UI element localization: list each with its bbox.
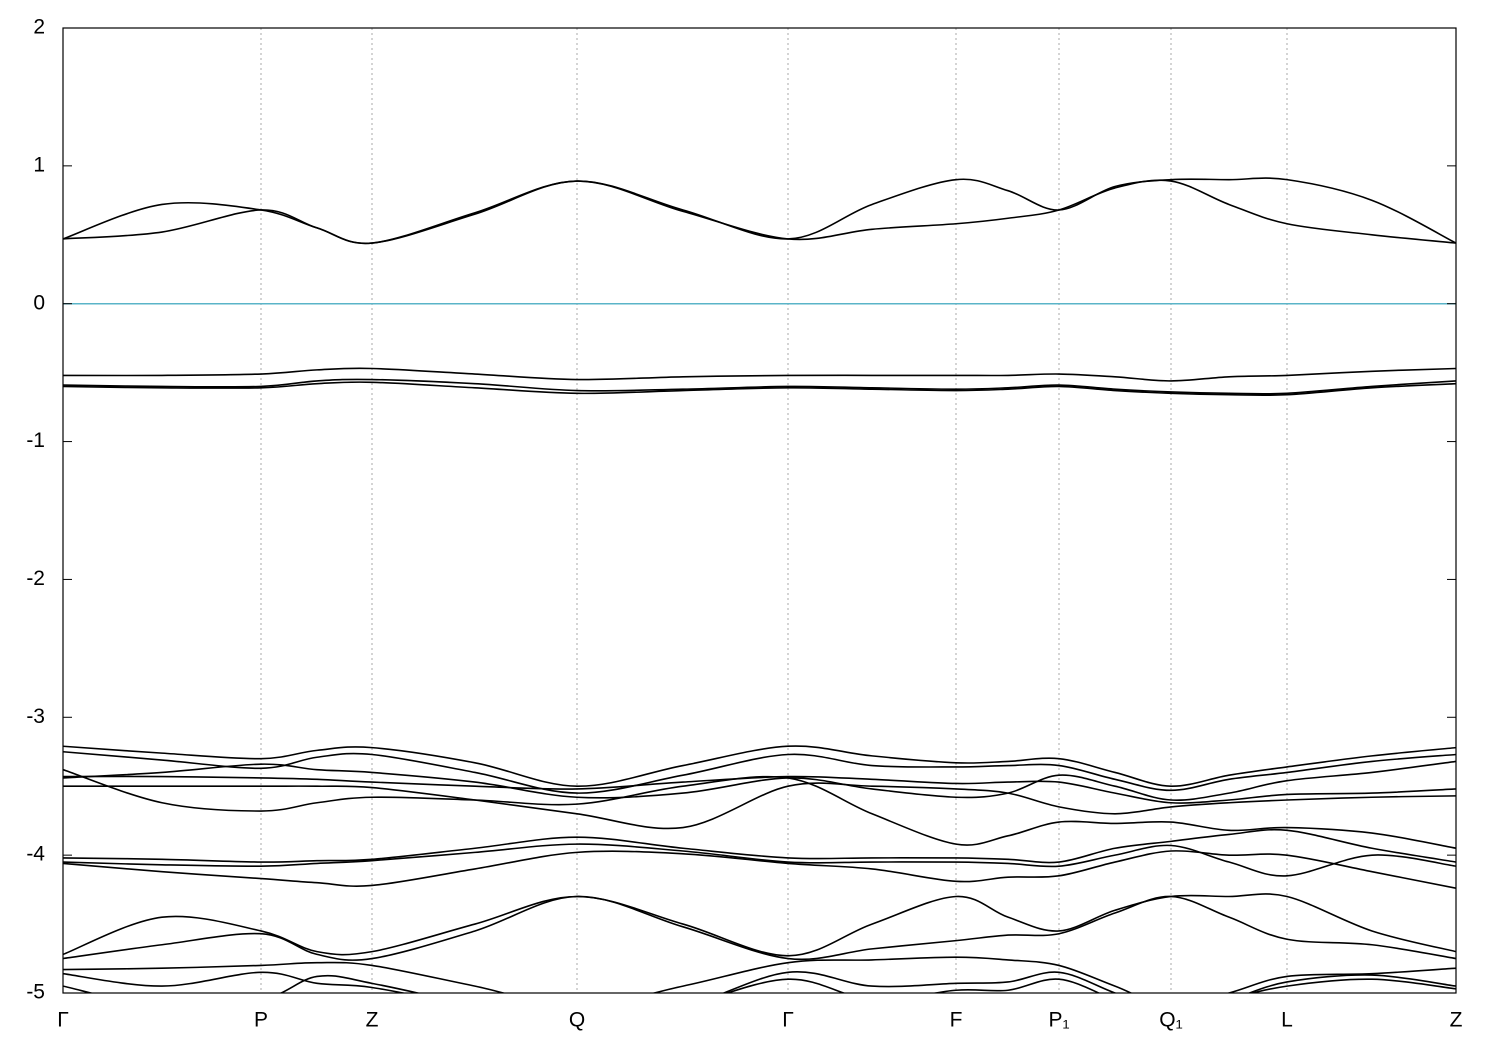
x-tick-label: L (1281, 1009, 1293, 1032)
band-line (63, 768, 1456, 850)
band-line (63, 828, 1456, 864)
grid (62, 28, 1457, 993)
band-line (63, 367, 1456, 382)
x-tick-label: P₁ (1048, 1009, 1069, 1032)
x-tick-label: Z (1450, 1009, 1463, 1032)
band-line (63, 971, 1456, 993)
band-line (63, 843, 1456, 877)
y-tick-label: -2 (26, 567, 45, 590)
x-tick-label: Γ (57, 1009, 69, 1032)
x-tick-label: P (254, 1009, 268, 1032)
y-tick-label: -3 (26, 705, 45, 728)
band-line (63, 893, 1456, 957)
axis-labels: -5 -4 -3 -2 -1 0 1 2 Γ P Z Q Γ F P₁ Q₁ L Z (26, 16, 1462, 1032)
band-line (63, 974, 1456, 993)
band-line (63, 850, 1456, 890)
band-line (63, 745, 1456, 788)
band-line (63, 378, 1456, 395)
x-tick-label: Q₁ (1159, 1009, 1182, 1032)
band-line (63, 760, 1456, 801)
band-line (63, 179, 1456, 245)
band-line (63, 782, 1456, 830)
y-tick-label: -1 (26, 429, 45, 452)
x-tick-label: F (950, 1009, 963, 1032)
band-line (63, 895, 1456, 961)
x-tick-label: Q (569, 1009, 585, 1032)
y-tick-label: -4 (26, 843, 45, 866)
bands (63, 177, 1456, 993)
band-line (63, 381, 1456, 397)
band-line (63, 750, 1456, 794)
plot-frame (62, 27, 1457, 994)
y-tick-label: -5 (26, 981, 45, 1004)
band-line (63, 775, 1456, 804)
x-tick-label: Z (366, 1009, 379, 1032)
band-line (63, 956, 1456, 993)
y-tick-label: 1 (33, 153, 45, 176)
y-tick-label: 0 (33, 291, 45, 314)
y-tick-label: 2 (33, 16, 45, 39)
x-tick-label: Γ (782, 1009, 794, 1032)
